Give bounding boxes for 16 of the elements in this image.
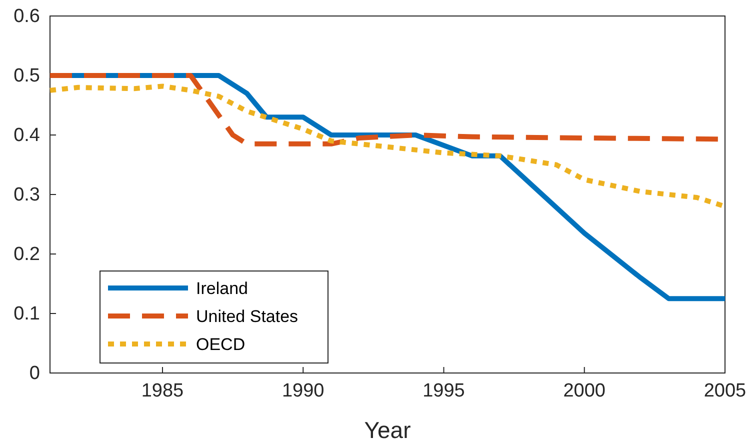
y-tick-label: 0.6 xyxy=(14,6,40,28)
x-tick-label: 2000 xyxy=(563,380,606,402)
x-tick-label: 1990 xyxy=(282,380,324,402)
y-tick-label: 0.1 xyxy=(14,304,40,325)
legend-label: Ireland xyxy=(196,279,248,298)
y-tick-label: 0.5 xyxy=(14,66,40,87)
x-tick-label: 1985 xyxy=(141,380,184,402)
y-tick-label: 0.4 xyxy=(14,125,40,146)
y-tick-label: 0.2 xyxy=(14,244,40,266)
y-tick-label: 0 xyxy=(29,363,40,384)
legend-label: OECD xyxy=(196,335,246,354)
x-tick-label: 2005 xyxy=(704,380,746,402)
x-axis-title: Year xyxy=(364,417,412,443)
x-tick-label: 1995 xyxy=(422,380,465,402)
y-tick-label: 0.3 xyxy=(14,184,40,206)
legend-label: United States xyxy=(196,307,298,326)
